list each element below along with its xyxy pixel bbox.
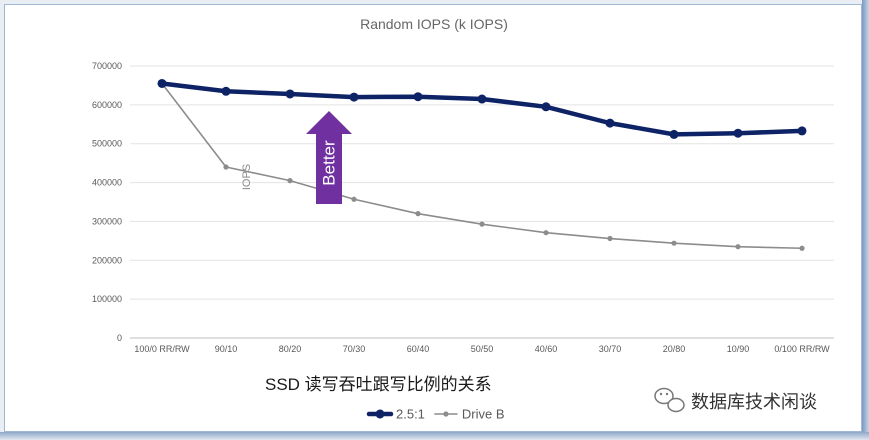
y-tick-label: 0 (117, 333, 122, 343)
data-point (799, 245, 805, 251)
data-point (351, 196, 357, 202)
wechat-icon (654, 387, 685, 413)
data-point (287, 178, 293, 184)
x-tick-label: 20/80 (663, 344, 686, 354)
x-tick-label: 0/100 RR/RW (774, 344, 830, 354)
legend-swatch-marker (443, 411, 449, 417)
x-tick-label: 100/0 RR/RW (134, 344, 190, 354)
data-point (349, 92, 359, 102)
data-point (479, 221, 485, 227)
data-point (543, 230, 549, 236)
y-tick-label: 400000 (92, 178, 122, 188)
better-arrow-label: Better (320, 140, 339, 186)
x-tick-label: 40/60 (535, 344, 558, 354)
window-edge-right (862, 0, 869, 440)
data-point (223, 164, 229, 170)
chart-title: Random IOPS (k IOPS) (360, 16, 508, 32)
x-tick-label: 70/30 (343, 344, 366, 354)
y-tick-label: 100000 (92, 294, 122, 304)
data-point (735, 244, 741, 250)
x-axis-ticks: 100/0 RR/RW 90/10 80/20 70/30 60/40 50/50 40/6… (134, 344, 830, 354)
data-point (221, 86, 231, 96)
legend-label: Drive B (462, 407, 505, 422)
y-tick-label: 700000 (92, 61, 122, 71)
y-tick-label: 300000 (92, 216, 122, 226)
data-point (733, 128, 743, 138)
data-point (541, 102, 551, 112)
better-arrow-shape (306, 111, 352, 204)
y-tick-label: 500000 (92, 139, 122, 149)
data-point (157, 78, 167, 88)
data-point (605, 118, 615, 128)
series-layer (157, 78, 807, 251)
x-tick-label: 30/70 (599, 344, 622, 354)
window-edge-bottom (0, 432, 869, 440)
legend-swatch-marker (375, 409, 385, 419)
data-point (413, 92, 423, 102)
x-tick-label: 80/20 (279, 344, 302, 354)
better-arrow: Better (306, 111, 352, 204)
chart-caption: SSD 读写吞吐跟写比例的关系 (265, 375, 492, 394)
legend: 2.5:1 Drive B (366, 407, 505, 422)
data-point (477, 94, 487, 104)
data-point (797, 126, 807, 136)
x-tick-label: 90/10 (215, 344, 238, 354)
legend-label: 2.5:1 (396, 407, 425, 422)
y-axis-ticks: 0 100000 200000 300000 400000 500000 600000 700… (92, 61, 122, 343)
y-tick-label: 200000 (92, 255, 122, 265)
series-line (159, 81, 805, 137)
x-tick-label: 60/40 (407, 344, 430, 354)
data-point (415, 211, 421, 217)
x-tick-label: 10/90 (727, 344, 750, 354)
data-point (285, 89, 295, 99)
x-tick-label: 50/50 (471, 344, 494, 354)
watermark: 数据库技术闲谈 (654, 387, 817, 413)
data-point (607, 235, 613, 242)
chart-frame (4, 4, 862, 432)
data-point (669, 129, 679, 139)
iops-annotation: IOPS (241, 164, 253, 190)
watermark-text: 数据库技术闲谈 (691, 392, 817, 412)
y-tick-label: 600000 (92, 100, 122, 110)
data-point (671, 240, 677, 246)
gridlines (130, 65, 834, 339)
